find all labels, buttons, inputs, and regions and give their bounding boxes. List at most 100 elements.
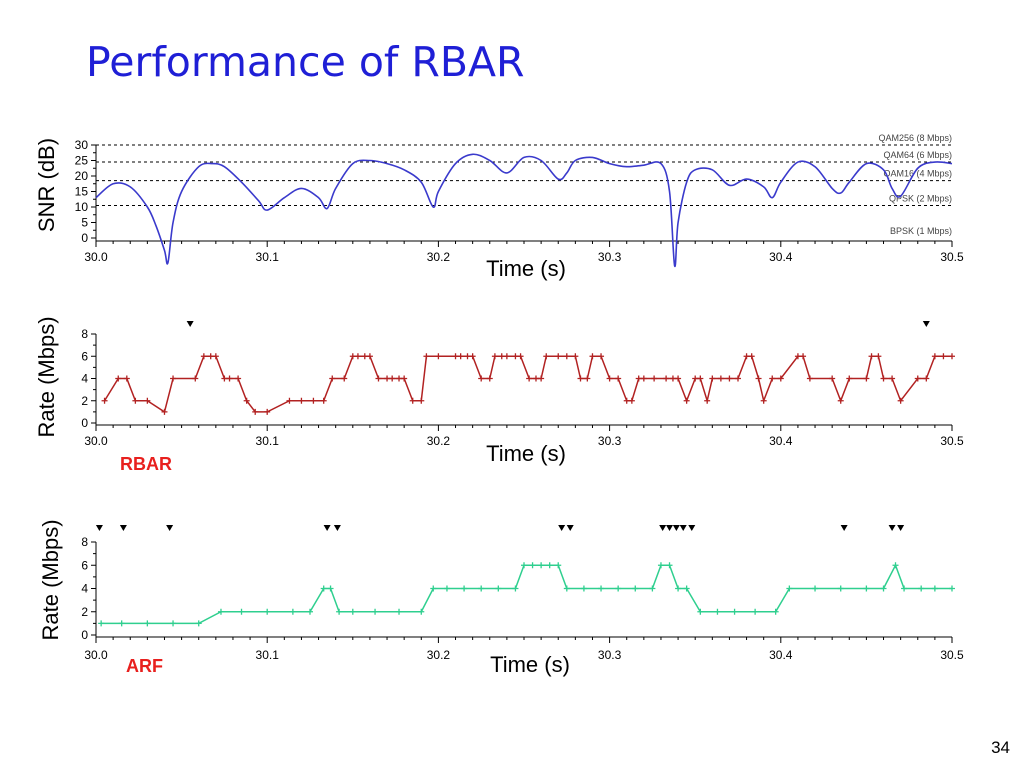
arf-x-axis-label: Time (s)	[490, 652, 570, 677]
snr-x-axis-label: Time (s)	[486, 256, 566, 281]
arf-loss-marker	[672, 525, 680, 531]
rbar-data-point	[212, 353, 219, 360]
rbar-x-tick-label: 30.4	[769, 434, 793, 448]
snr-x-ticks: 30.0 30.1 30.2 30.3 30.4 30.5	[84, 241, 964, 264]
snr-y-tick-label: 25	[75, 154, 89, 168]
arf-data-point	[632, 585, 639, 592]
snr-chart: QAM256 (8 Mbps) QAM64 (6 Mbps) QAM16 (4 Mb…	[34, 133, 964, 281]
snr-x-tick-label: 30.0	[84, 250, 108, 264]
rbar-data-point	[478, 375, 485, 382]
arf-loss-markers	[95, 525, 905, 531]
snr-y-tick-label: 30	[75, 138, 89, 152]
arf-data-point	[683, 585, 690, 592]
snr-threshold-label: QAM256 (8 Mbps)	[878, 133, 952, 143]
arf-data-point	[580, 585, 587, 592]
rbar-x-tick-label: 30.3	[598, 434, 622, 448]
rbar-data-point	[349, 353, 356, 360]
rbar-data-point	[503, 353, 510, 360]
rbar-data-point	[543, 353, 550, 360]
rbar-data-point	[221, 375, 228, 382]
snr-y-tick-label: 10	[75, 200, 89, 214]
rbar-data-point	[769, 375, 776, 382]
rbar-data-point	[717, 375, 724, 382]
rbar-data-point	[457, 353, 464, 360]
arf-data-point	[697, 608, 704, 615]
arf-loss-marker	[333, 525, 341, 531]
arf-axes	[95, 542, 952, 638]
arf-data-point	[714, 608, 721, 615]
arf-data-point	[931, 585, 938, 592]
rbar-data-point	[226, 375, 233, 382]
arf-y-tick-label: 8	[81, 535, 88, 549]
arf-x-tick-label: 30.1	[256, 648, 280, 662]
rbar-data-point	[623, 397, 630, 404]
arf-chart: 30.0 30.1 30.2 30.3 30.4 30.5 0 2 4 6 8 Rate (Mbp…	[38, 519, 964, 677]
page-number: 34	[991, 738, 1010, 757]
rbar-data-point	[192, 375, 199, 382]
rbar-y-ticks: 0 2 4 6 8	[81, 327, 96, 430]
arf-y-tick-label: 0	[81, 628, 88, 642]
rbar-data-point	[829, 375, 836, 382]
rbar-data-point	[366, 353, 373, 360]
arf-data-point	[563, 585, 570, 592]
rbar-data-point	[931, 353, 938, 360]
rbar-data-point	[663, 375, 670, 382]
rbar-data-point	[123, 375, 130, 382]
slide-title: Performance of RBAR	[86, 38, 525, 86]
rbar-data-point	[949, 353, 955, 360]
rbar-data-point	[709, 375, 716, 382]
rbar-data-point	[880, 375, 887, 382]
rbar-y-tick-label: 0	[81, 416, 88, 430]
snr-y-tick-label: 15	[75, 185, 89, 199]
rbar-data-point	[863, 375, 870, 382]
rbar-data-point	[563, 353, 570, 360]
arf-data-point	[320, 585, 327, 592]
rbar-data-point	[868, 353, 875, 360]
snr-threshold-labels: QAM256 (8 Mbps) QAM64 (6 Mbps) QAM16 (4 Mb…	[878, 133, 952, 236]
arf-data-point	[529, 562, 536, 569]
rbar-data-point	[132, 397, 139, 404]
rbar-y-axis-label: Rate (Mbps)	[34, 316, 59, 437]
rbar-data-point	[555, 353, 562, 360]
rbar-data-point	[384, 375, 391, 382]
rbar-data-point	[914, 375, 921, 382]
arf-x-tick-label: 30.0	[84, 648, 108, 662]
arf-data-point	[812, 585, 819, 592]
rbar-data-point	[669, 375, 676, 382]
arf-data-point	[430, 585, 437, 592]
arf-data-point	[217, 608, 224, 615]
rbar-data-point	[777, 375, 784, 382]
rbar-x-tick-label: 30.0	[84, 434, 108, 448]
arf-y-ticks: 0 2 4 6 8	[81, 535, 96, 642]
rbar-data-point	[683, 397, 690, 404]
arf-data-point	[598, 585, 605, 592]
arf-data-point	[555, 562, 562, 569]
arf-data-point	[396, 608, 403, 615]
snr-x-tick-label: 30.2	[427, 250, 451, 264]
snr-axes	[95, 145, 952, 242]
rbar-data-point	[837, 397, 844, 404]
snr-y-axis-label: SNR (dB)	[34, 138, 59, 232]
rbar-data-point	[452, 353, 459, 360]
arf-loss-marker	[840, 525, 848, 531]
rbar-data-point	[491, 353, 498, 360]
snr-y-tick-label: 0	[81, 231, 88, 245]
rbar-data-point	[200, 353, 207, 360]
arf-data-point	[327, 585, 334, 592]
rbar-data-point	[409, 397, 416, 404]
arf-data-point	[615, 585, 622, 592]
arf-data-point	[772, 608, 779, 615]
rbar-data-point	[298, 397, 305, 404]
rbar-data-point	[498, 353, 505, 360]
snr-threshold-label: BPSK (1 Mbps)	[890, 226, 952, 236]
arf-data-point	[675, 585, 682, 592]
arf-data-point	[901, 585, 908, 592]
arf-loss-marker	[95, 525, 103, 531]
rbar-data-point	[354, 353, 361, 360]
rbar-data-point	[310, 397, 317, 404]
snr-series-line	[95, 153, 953, 267]
rbar-data-point	[207, 353, 214, 360]
snr-threshold-label: QAM64 (6 Mbps)	[883, 150, 952, 160]
rbar-data-point	[704, 397, 711, 404]
rbar-data-point	[606, 375, 613, 382]
